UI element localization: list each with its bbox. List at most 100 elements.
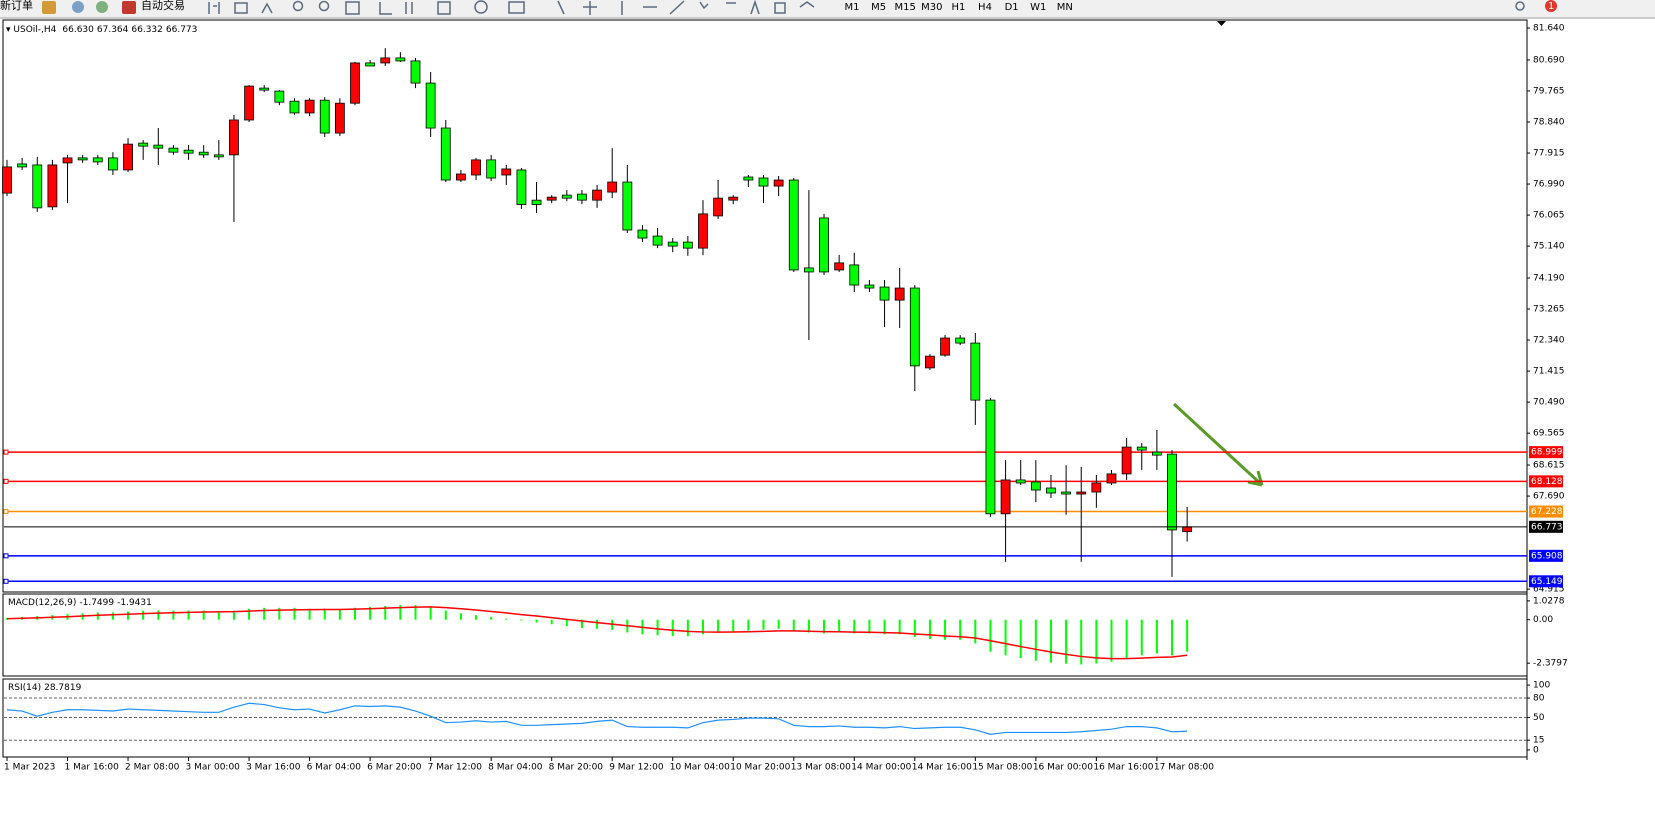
x-tick-label: 16 Mar 00:00 bbox=[1033, 763, 1093, 773]
candle-body bbox=[153, 144, 164, 149]
icon[interactable] bbox=[234, 2, 248, 14]
candle-body bbox=[773, 179, 784, 187]
timeframe-button[interactable]: D1 bbox=[1005, 2, 1019, 13]
candle-body bbox=[819, 217, 829, 273]
icon[interactable] bbox=[345, 1, 360, 15]
timeframe-button[interactable]: M1 bbox=[845, 2, 860, 13]
icon[interactable] bbox=[96, 1, 108, 13]
candle-body bbox=[1136, 446, 1147, 451]
candle-body bbox=[62, 157, 73, 164]
candle-body bbox=[138, 142, 149, 147]
y-tick-label: 81.640 bbox=[1533, 24, 1565, 34]
candle-body bbox=[652, 235, 663, 246]
candle-body bbox=[17, 163, 28, 168]
candle-body bbox=[198, 151, 209, 156]
icon[interactable] bbox=[508, 1, 525, 14]
timeframe-button[interactable]: MN bbox=[1057, 2, 1073, 13]
candle-body bbox=[440, 127, 451, 181]
candle-body bbox=[803, 267, 814, 273]
y-tick-label: 100 bbox=[1533, 681, 1550, 691]
signal-line bbox=[6, 606, 1188, 660]
candle-body bbox=[395, 57, 406, 62]
ohlc-high: 67.364 bbox=[97, 25, 129, 35]
level-handle bbox=[3, 478, 9, 484]
candle-body bbox=[546, 196, 557, 201]
y-tick-label: 0 bbox=[1533, 745, 1539, 755]
icon[interactable] bbox=[208, 2, 220, 14]
y-tick-label: 79.765 bbox=[1533, 86, 1565, 96]
chart-shift-marker bbox=[1217, 21, 1226, 26]
icon[interactable] bbox=[318, 0, 330, 12]
icon[interactable] bbox=[405, 2, 413, 14]
price-label-bg bbox=[1529, 446, 1563, 459]
y-tick-label: 75.140 bbox=[1533, 242, 1565, 252]
x-tick-label: 7 Mar 12:00 bbox=[428, 763, 483, 773]
y-tick-label: 70.490 bbox=[1533, 398, 1565, 408]
y-tick-label: -2.3797 bbox=[1533, 659, 1568, 669]
candle-body bbox=[1091, 482, 1102, 493]
indicator-title: RSI(14) bbox=[8, 683, 41, 693]
candle-body bbox=[607, 181, 618, 193]
candle-body bbox=[925, 355, 935, 369]
price-label: 66.773 bbox=[1531, 522, 1563, 532]
signal-value: -1.9431 bbox=[117, 598, 152, 608]
new-order-button[interactable]: 新订单 bbox=[0, 0, 33, 12]
candle-body bbox=[758, 177, 769, 187]
x-tick-label: 2 Mar 08:00 bbox=[125, 763, 180, 773]
timeframe-button[interactable]: M30 bbox=[921, 2, 942, 13]
y-tick-label: 64.915 bbox=[1533, 585, 1565, 595]
candle-body bbox=[168, 147, 179, 153]
icon[interactable] bbox=[474, 0, 488, 14]
candle-body bbox=[350, 62, 360, 104]
level-handle bbox=[3, 509, 9, 515]
notification-badge[interactable] bbox=[1545, 0, 1557, 12]
x-tick-label: 8 Mar 20:00 bbox=[549, 763, 604, 773]
icon[interactable] bbox=[557, 0, 815, 15]
x-tick-label: 17 Mar 08:00 bbox=[1154, 763, 1214, 773]
icon[interactable] bbox=[42, 1, 56, 14]
candle-body bbox=[1076, 491, 1087, 495]
price-label-bg bbox=[1529, 505, 1563, 518]
candle-body bbox=[380, 57, 391, 64]
x-tick-label: 1 Mar 16:00 bbox=[65, 763, 120, 773]
timeframe-button[interactable]: M5 bbox=[871, 2, 886, 13]
candle-body bbox=[289, 100, 300, 114]
candle-body bbox=[486, 159, 497, 179]
icon[interactable] bbox=[122, 1, 136, 14]
search-icon[interactable] bbox=[1515, 1, 1525, 11]
candle-body bbox=[183, 149, 194, 154]
ohlc-low: 66.332 bbox=[131, 25, 163, 35]
icon[interactable] bbox=[379, 2, 392, 15]
toolbar-bg bbox=[0, 0, 1655, 18]
price-label: 65.908 bbox=[1531, 551, 1563, 561]
chart-header: ▾ USOil-,H4 66.630 67.364 66.332 66.773 bbox=[6, 25, 197, 35]
y-tick-label: 74.190 bbox=[1533, 273, 1565, 283]
timeframe-button[interactable]: H1 bbox=[951, 2, 965, 13]
icon[interactable] bbox=[261, 2, 273, 14]
timeframe-button[interactable]: W1 bbox=[1030, 2, 1046, 13]
candle-body bbox=[955, 337, 966, 344]
y-tick-label: 72.340 bbox=[1533, 336, 1565, 346]
candle-body bbox=[970, 342, 981, 401]
timeframe-button[interactable]: M15 bbox=[895, 2, 916, 13]
icon[interactable] bbox=[72, 1, 84, 13]
auto-trading-button[interactable]: 自动交易 bbox=[141, 0, 185, 12]
x-tick-label: 8 Mar 04:00 bbox=[488, 763, 543, 773]
timeframe-button[interactable]: H4 bbox=[978, 2, 992, 13]
candle-body bbox=[713, 197, 724, 217]
candle-body bbox=[667, 241, 678, 247]
y-tick-label: 0.00 bbox=[1533, 615, 1553, 625]
icon[interactable] bbox=[292, 0, 304, 12]
header-arrow: ▾ bbox=[6, 25, 13, 35]
icon[interactable] bbox=[437, 1, 451, 15]
candle-body bbox=[1046, 487, 1056, 494]
candle-body bbox=[501, 168, 512, 176]
x-tick-label: 13 Mar 08:00 bbox=[791, 763, 851, 773]
candle-body bbox=[1061, 491, 1071, 495]
y-tick-label: 76.990 bbox=[1533, 180, 1565, 190]
y-tick-label: 69.565 bbox=[1533, 429, 1565, 439]
macd-header: MACD(12,26,9) -1.7499 -1.9431 bbox=[8, 598, 152, 608]
candle-body bbox=[274, 90, 285, 103]
price-label-bg bbox=[1529, 520, 1563, 533]
badge-count: 1 bbox=[1548, 1, 1554, 12]
